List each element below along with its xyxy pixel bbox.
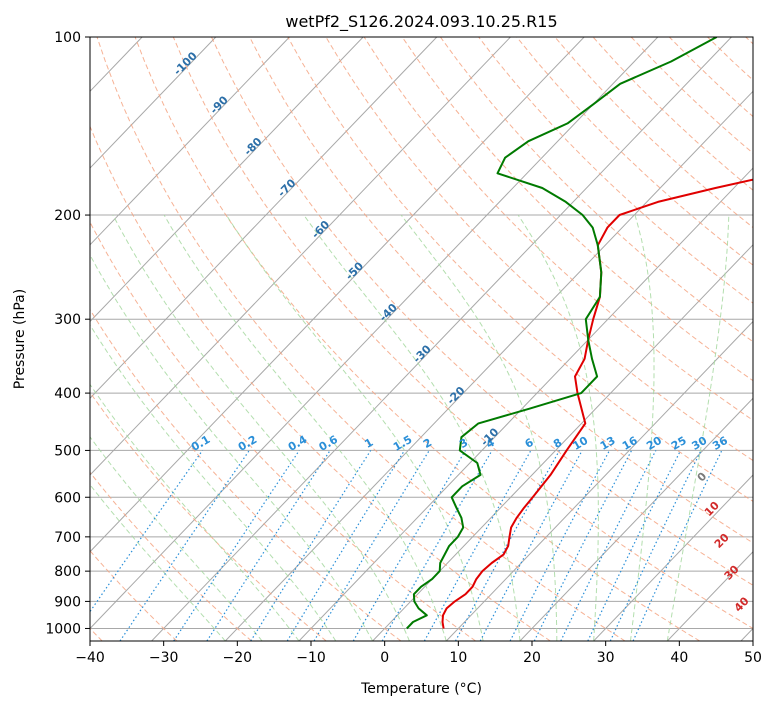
dry-adiabat-line bbox=[96, 37, 626, 641]
isotherm-line bbox=[519, 397, 753, 641]
dry-adiabat-line bbox=[211, 37, 753, 586]
x-tick-label: 30 bbox=[597, 650, 615, 666]
dry-adiabat-line bbox=[90, 550, 178, 641]
mixing-ratio-line bbox=[423, 450, 532, 641]
isotherm-line bbox=[90, 37, 438, 399]
dry-adiabat-line bbox=[90, 308, 402, 641]
moist-adiabat-line bbox=[630, 214, 655, 641]
mixing-ratio-line bbox=[286, 450, 406, 641]
moist-adiabat-line bbox=[90, 324, 337, 641]
isotherm-line bbox=[151, 37, 732, 641]
y-tick-label: 800 bbox=[54, 564, 81, 580]
isotherm-line bbox=[90, 37, 290, 246]
y-tick-label: 100 bbox=[54, 30, 81, 46]
moist-adiabat-line bbox=[666, 214, 730, 641]
x-tick-label: −40 bbox=[75, 650, 105, 666]
isotherm-line bbox=[90, 37, 585, 553]
plot-frame bbox=[89, 36, 754, 642]
dry-adiabat-line bbox=[172, 37, 753, 630]
y-tick-label: 400 bbox=[54, 386, 81, 402]
y-tick-label: 300 bbox=[54, 312, 81, 328]
dewpoint-profile-line bbox=[406, 37, 718, 630]
y-tick-label: 200 bbox=[54, 208, 81, 224]
series-lines bbox=[406, 37, 753, 630]
mixing-ratio-line bbox=[479, 450, 583, 641]
isotherm-line bbox=[593, 474, 753, 641]
moist-adiabat-line bbox=[90, 253, 374, 641]
y-tick-label: 700 bbox=[54, 530, 81, 546]
x-tick-label: −30 bbox=[149, 650, 179, 666]
isotherm-line bbox=[90, 37, 659, 630]
dry-adiabat-line bbox=[439, 37, 753, 343]
background-lines bbox=[90, 37, 753, 641]
x-axis-label: Temperature (°C) bbox=[360, 681, 482, 697]
x-axis: −40 −30 −20 −10 0 10 20 30 40 50 bbox=[75, 641, 762, 666]
mixing-ratio-line bbox=[533, 450, 633, 641]
moist-adiabat-line bbox=[163, 214, 447, 641]
x-tick-label: 40 bbox=[670, 650, 688, 666]
mixing-ratio-line bbox=[206, 450, 331, 641]
mixing-ratio-line bbox=[173, 450, 300, 641]
x-tick-label: −10 bbox=[296, 650, 326, 666]
temperature-profile-line bbox=[441, 178, 753, 629]
mixing-ratio-line bbox=[119, 450, 250, 641]
isotherm-line bbox=[90, 37, 217, 169]
isotherm-line bbox=[90, 37, 511, 476]
isotherm-line bbox=[90, 37, 364, 323]
y-axis: 100 200 300 400 500 600 700 800 900 1000 bbox=[45, 30, 90, 637]
x-tick-label: 10 bbox=[449, 650, 467, 666]
moist-adiabat-line bbox=[225, 214, 484, 641]
x-tick-label: 50 bbox=[744, 650, 762, 666]
dry-adiabat-line bbox=[90, 471, 252, 641]
y-tick-label: 1000 bbox=[45, 621, 81, 637]
isotherm-line bbox=[372, 244, 753, 641]
y-tick-label: 600 bbox=[54, 490, 81, 506]
y-axis-label: Pressure (hPa) bbox=[12, 289, 28, 389]
dry-adiabat-line bbox=[90, 125, 551, 641]
dry-adiabat-line bbox=[90, 220, 476, 641]
chart-title: wetPf2_S126.2024.093.10.25.R15 bbox=[285, 12, 557, 32]
isotherm-line bbox=[445, 320, 753, 641]
dry-adiabat-line bbox=[134, 37, 700, 641]
moist-adiabat-line bbox=[112, 214, 410, 641]
moist-adiabat-line bbox=[400, 214, 558, 641]
y-tick-label: 900 bbox=[54, 594, 81, 610]
dry-adiabat-line bbox=[363, 37, 753, 421]
dry-adiabat-line bbox=[249, 37, 753, 544]
x-tick-label: −20 bbox=[223, 650, 253, 666]
dry-adiabat-line bbox=[325, 37, 753, 462]
mixing-ratio-line bbox=[454, 450, 561, 641]
moist-adiabat-line bbox=[303, 214, 521, 641]
mixing-ratio-line bbox=[560, 450, 657, 641]
x-tick-label: 20 bbox=[523, 650, 541, 666]
moist-adiabat-line bbox=[90, 483, 226, 641]
y-tick-label: 500 bbox=[54, 443, 81, 459]
isotherm-line bbox=[224, 90, 753, 641]
x-tick-label: 0 bbox=[380, 650, 389, 666]
moist-adiabat-line bbox=[517, 214, 599, 641]
